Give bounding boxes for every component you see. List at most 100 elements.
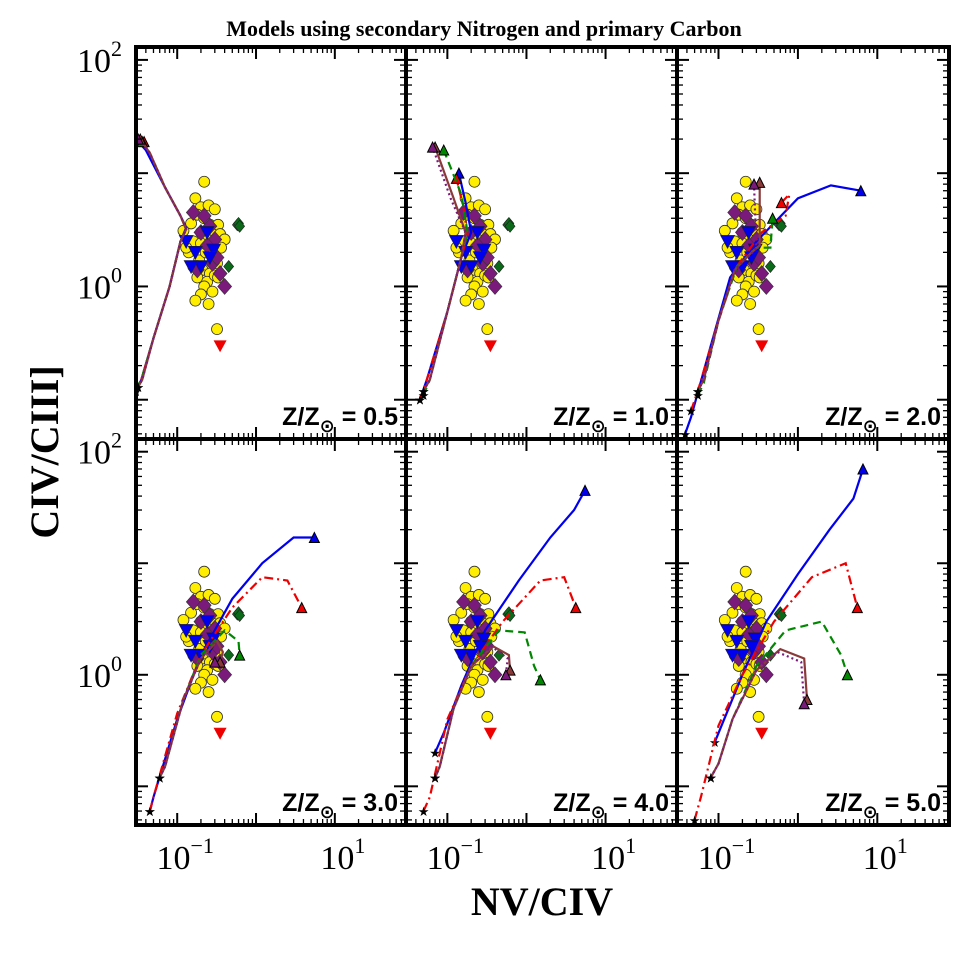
obs-purple-diamond: [456, 593, 471, 611]
obs-blue-triangle: [472, 251, 488, 266]
obs-yellow-circle: [476, 285, 489, 298]
curve-end-triangle: [798, 697, 811, 710]
obs-green-diamond: [504, 219, 516, 233]
model-curve-purple-dotted: [696, 184, 758, 392]
x-tick-label-base: 10: [591, 840, 625, 877]
panel-frame: [675, 45, 951, 441]
obs-blue-triangle: [187, 634, 203, 649]
panel-label-value: = 4.0: [606, 789, 669, 817]
obs-blue-triangle: [469, 615, 485, 630]
panel-frame: [675, 437, 951, 827]
model-curve-blue-solid: [148, 536, 315, 812]
curve-start-star: ★: [705, 771, 717, 786]
obs-green-diamond: [776, 609, 787, 622]
panel-6: ★★★★★Z/Z⊙ = 5.010−1 101: [675, 437, 951, 877]
obs-purple-diamond: [217, 277, 233, 295]
curve-start-star: ★: [154, 771, 166, 786]
panel-ticks: [405, 439, 678, 825]
obs-blue-triangle: [199, 615, 215, 630]
x-tick-label: 10−1: [698, 833, 755, 877]
obs-red-triangle: [483, 340, 497, 353]
obs-yellow-circle: [189, 582, 202, 594]
curve-end-triangle: [426, 140, 439, 153]
panel-metallicity-label: Z/Z⊙ = 3.0: [282, 789, 398, 823]
curve-start-star: ★: [705, 771, 717, 786]
curve-start-star: ★: [429, 771, 441, 786]
obs-yellow-circle: [739, 175, 752, 188]
x-tick-label-exponent: 1: [897, 833, 908, 858]
x-tick-label-exponent: −1: [190, 833, 213, 858]
panel-ticks: [676, 47, 950, 439]
obs-blue-triangle: [183, 260, 199, 275]
obs-red-triangle: [213, 727, 227, 740]
model-curve-red-dash-dot: [422, 575, 577, 812]
obs-yellow-circle: [481, 710, 494, 723]
panel-2: ★★★★★ Z/Z⊙ = 1.0: [404, 45, 679, 441]
y-tick-label-exponent: 2: [111, 36, 122, 61]
obs-purple-diamond: [196, 207, 212, 225]
x-tick-label: 101: [591, 833, 636, 877]
obs-green-diamond: [234, 609, 246, 622]
obs-blue-triangle: [458, 634, 474, 649]
x-tick-label-exponent: −1: [732, 833, 755, 858]
y-tick-label-base: 10: [77, 269, 111, 306]
curve-end-triangle: [775, 196, 788, 209]
obs-purple-diamond: [758, 277, 774, 295]
obs-purple-diamond: [738, 207, 754, 225]
curve-start-star: ★: [705, 771, 717, 786]
obs-purple-diamond: [185, 204, 201, 221]
model-curve-red-dash-dot: [148, 576, 303, 812]
curve-start-star: ★: [685, 405, 697, 420]
obs-yellow-circle: [211, 710, 223, 723]
obs-blue-triangle: [734, 648, 750, 663]
obs-blue-triangle: [463, 260, 479, 275]
obs-yellow-circle: [198, 565, 211, 578]
obs-yellow-circle: [744, 298, 757, 310]
obs-purple-diamond: [196, 596, 212, 614]
obs-green-diamond: [223, 260, 235, 273]
model-curve-green-dashed: [709, 620, 849, 779]
obs-blue-triangle: [448, 624, 464, 639]
panel-ticks: [135, 47, 407, 439]
model-curve-purple-dotted: [422, 146, 467, 392]
obs-blue-triangle: [741, 615, 757, 630]
obs-purple-diamond: [482, 265, 498, 282]
panel-plot-area: ★★★★★: [689, 462, 869, 825]
x-tick-label-exponent: −1: [461, 833, 484, 858]
model-curve-purple-dotted: [158, 639, 221, 778]
curve-start-star: ★: [429, 771, 441, 786]
panel-label-sun-symbol: ⊙: [320, 802, 335, 823]
model-curve-purple-dotted: [709, 650, 806, 779]
obs-purple-diamond: [487, 277, 503, 295]
panel-metallicity-label: Z/Z⊙ = 5.0: [825, 789, 941, 823]
curve-start-star: ★: [692, 385, 704, 400]
obs-red-triangle: [755, 340, 769, 353]
curve-start-star: ★: [132, 381, 144, 396]
obs-green-diamond: [776, 219, 787, 233]
y-tick-label: 100: [77, 651, 122, 695]
obs-green-diamond: [234, 219, 246, 233]
curve-start-star: ★: [130, 383, 142, 398]
curve-end-triangle: [233, 649, 246, 661]
obs-green-diamond: [504, 609, 516, 622]
obs-blue-triangle: [729, 246, 745, 260]
curve-start-star: ★: [130, 385, 142, 400]
x-tick-label-base: 10: [156, 840, 190, 877]
obs-yellow-circle: [189, 294, 202, 307]
x-tick-label: 101: [320, 833, 365, 877]
obs-blue-triangle: [183, 648, 199, 663]
obs-purple-diamond: [467, 207, 482, 225]
y-tick-label-exponent: 0: [111, 651, 122, 676]
obs-blue-triangle: [741, 226, 757, 241]
panel-label-sun-symbol: ⊙: [591, 802, 606, 823]
obs-yellow-circle: [208, 592, 221, 605]
obs-yellow-circle: [750, 592, 763, 605]
obs-blue-triangle: [720, 235, 736, 250]
obs-purple-diamond: [185, 593, 201, 611]
panel-frame: [404, 437, 679, 827]
curve-end-triangle: [851, 601, 864, 614]
model-curve-brown-solid: [137, 138, 188, 388]
panel-label-sun-symbol: ⊙: [320, 416, 335, 437]
